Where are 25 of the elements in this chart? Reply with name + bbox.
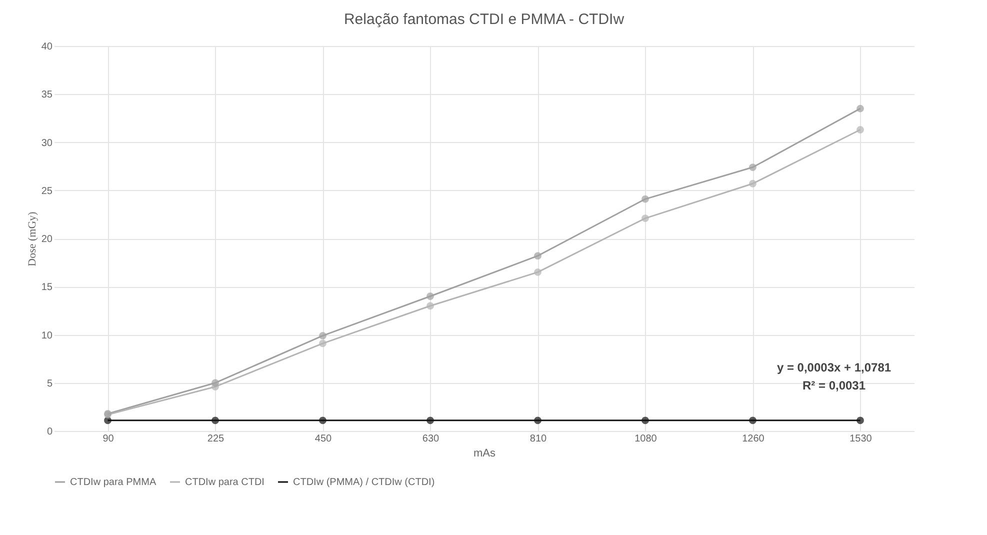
annotation: R² = 0,0031	[802, 378, 866, 392]
y-axis-title: Dose (mGy)	[26, 211, 38, 266]
annotation: y = 0,0003x + 1,0781	[776, 360, 892, 374]
y-tick-label: 30	[41, 138, 53, 149]
legend-label: CTDIw para PMMA	[70, 477, 156, 488]
x-tick-label: 810	[530, 434, 548, 444]
y-tick-label: 15	[41, 282, 53, 294]
x-tick-label: 1080	[634, 434, 658, 444]
y-tick-label: 25	[41, 186, 53, 197]
legend-label: CTDIw (PMMA) / CTDIw (CTDI)	[293, 477, 435, 488]
x-tick-label: 1260	[742, 434, 765, 444]
x-axis-title: mAs	[474, 448, 496, 460]
x-tick-label: 630	[422, 434, 440, 444]
y-tick-label: 35	[41, 90, 53, 101]
x-tick-label: 225	[207, 434, 225, 444]
y-tick-label: 5	[46, 378, 53, 390]
y-tick-label: 40	[41, 42, 53, 52]
y-tick-label: 20	[41, 234, 53, 245]
chart-title: Relação fantomas CTDI e PMMA - CTDIw	[344, 11, 624, 28]
x-tick-label: 90	[102, 434, 114, 444]
x-tick-label: 1530	[850, 434, 872, 444]
y-tick-label: 0	[46, 426, 53, 438]
x-tick-label: 450	[314, 434, 332, 444]
y-tick-label: 10	[41, 330, 53, 342]
legend-label: CTDIw para CTDI	[185, 477, 264, 488]
